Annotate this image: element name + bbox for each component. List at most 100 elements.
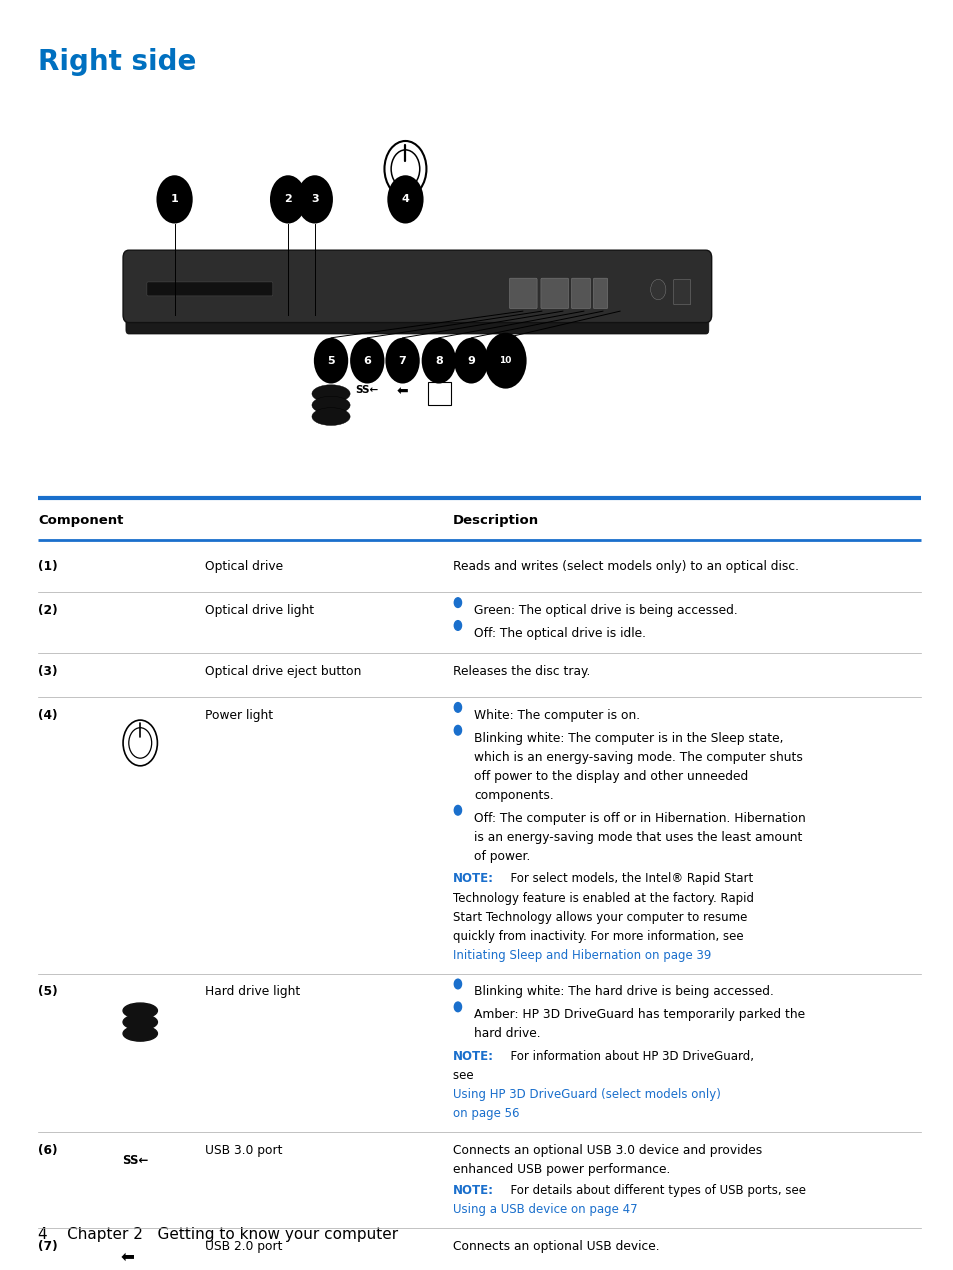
Text: off power to the display and other unneeded: off power to the display and other unnee… <box>474 770 747 782</box>
Text: NOTE:: NOTE: <box>453 1050 494 1063</box>
Ellipse shape <box>123 1015 157 1030</box>
Circle shape <box>387 175 423 224</box>
Text: NOTE:: NOTE: <box>453 1184 494 1198</box>
Text: 5: 5 <box>327 356 335 366</box>
FancyBboxPatch shape <box>123 250 711 323</box>
FancyBboxPatch shape <box>509 278 537 309</box>
Ellipse shape <box>312 396 350 414</box>
Text: Right side: Right side <box>38 48 196 76</box>
Bar <box>428 382 451 405</box>
Text: SS←: SS← <box>122 1154 149 1167</box>
Text: Description: Description <box>453 514 538 527</box>
Text: is an energy-saving mode that uses the least amount: is an energy-saving mode that uses the l… <box>474 831 801 843</box>
FancyBboxPatch shape <box>126 307 708 334</box>
Circle shape <box>385 338 419 384</box>
Circle shape <box>454 621 461 630</box>
Circle shape <box>123 720 157 766</box>
Text: 9: 9 <box>467 356 475 366</box>
Ellipse shape <box>312 408 350 425</box>
Ellipse shape <box>123 1026 157 1041</box>
Circle shape <box>650 279 665 300</box>
Circle shape <box>454 338 488 384</box>
Text: Amber: HP 3D DriveGuard has temporarily parked the: Amber: HP 3D DriveGuard has temporarily … <box>474 1008 804 1021</box>
Text: enhanced USB power performance.: enhanced USB power performance. <box>453 1163 670 1176</box>
Text: which is an energy-saving mode. The computer shuts: which is an energy-saving mode. The comp… <box>474 751 802 763</box>
Text: 4    Chapter 2   Getting to know your computer: 4 Chapter 2 Getting to know your compute… <box>38 1227 397 1242</box>
Text: quickly from inactivity. For more information, see: quickly from inactivity. For more inform… <box>453 930 743 942</box>
Text: 4: 4 <box>401 194 409 204</box>
Text: ⬅: ⬅ <box>396 384 408 399</box>
Text: Connects an optional USB 3.0 device and provides: Connects an optional USB 3.0 device and … <box>453 1144 761 1157</box>
Text: Start Technology allows your computer to resume: Start Technology allows your computer to… <box>453 911 747 923</box>
Text: (6): (6) <box>38 1144 57 1157</box>
Text: Connects an optional USB device.: Connects an optional USB device. <box>453 1240 659 1252</box>
Text: Reads and writes (select models only) to an optical disc.: Reads and writes (select models only) to… <box>453 560 799 573</box>
Text: For select models, the Intel® Rapid Start: For select models, the Intel® Rapid Star… <box>502 872 752 885</box>
Text: (7): (7) <box>38 1240 58 1252</box>
Text: (2): (2) <box>38 605 58 617</box>
Circle shape <box>454 598 461 607</box>
Text: 2: 2 <box>284 194 292 204</box>
Circle shape <box>270 175 306 224</box>
Text: of power.: of power. <box>474 850 530 862</box>
Text: hard drive.: hard drive. <box>474 1027 540 1040</box>
Text: (3): (3) <box>38 665 57 678</box>
Text: SS←: SS← <box>355 385 378 395</box>
Text: Using a USB device on page 47: Using a USB device on page 47 <box>453 1203 638 1217</box>
Text: ⬅: ⬅ <box>120 1247 134 1265</box>
Text: Optical drive: Optical drive <box>205 560 283 573</box>
Text: NOTE:: NOTE: <box>453 872 494 885</box>
FancyBboxPatch shape <box>540 278 568 309</box>
Circle shape <box>129 728 152 758</box>
Text: Releases the disc tray.: Releases the disc tray. <box>453 665 590 678</box>
Text: USB 3.0 port: USB 3.0 port <box>205 1144 282 1157</box>
Text: 8: 8 <box>435 356 442 366</box>
Circle shape <box>391 150 419 188</box>
Circle shape <box>454 1002 461 1012</box>
FancyBboxPatch shape <box>593 278 607 309</box>
Text: Component: Component <box>38 514 123 527</box>
Circle shape <box>454 805 461 815</box>
Text: 1: 1 <box>171 194 178 204</box>
Text: Blinking white: The computer is in the Sleep state,: Blinking white: The computer is in the S… <box>474 732 782 744</box>
Circle shape <box>296 175 333 224</box>
Circle shape <box>454 979 461 989</box>
Text: Blinking white: The hard drive is being accessed.: Blinking white: The hard drive is being … <box>474 986 773 998</box>
Text: 6: 6 <box>363 356 371 366</box>
Circle shape <box>350 338 384 384</box>
Text: 7: 7 <box>398 356 406 366</box>
Text: 10: 10 <box>499 356 511 366</box>
FancyBboxPatch shape <box>147 282 273 296</box>
Text: White: The computer is on.: White: The computer is on. <box>474 709 639 721</box>
Text: Hard drive light: Hard drive light <box>205 986 300 998</box>
Circle shape <box>454 725 461 735</box>
Text: (4): (4) <box>38 709 57 721</box>
Text: (5): (5) <box>38 986 58 998</box>
Circle shape <box>484 333 526 389</box>
Text: Using HP 3D DriveGuard (select models only): Using HP 3D DriveGuard (select models on… <box>453 1088 720 1101</box>
FancyBboxPatch shape <box>673 279 690 305</box>
Circle shape <box>421 338 456 384</box>
Circle shape <box>156 175 193 224</box>
Text: on page 56: on page 56 <box>453 1107 519 1120</box>
FancyBboxPatch shape <box>571 278 590 309</box>
Text: USB 2.0 port: USB 2.0 port <box>205 1240 282 1252</box>
Ellipse shape <box>123 1003 157 1019</box>
Text: Off: The computer is off or in Hibernation. Hibernation: Off: The computer is off or in Hibernati… <box>474 812 805 824</box>
Circle shape <box>314 338 348 384</box>
Text: 3: 3 <box>311 194 318 204</box>
Text: see: see <box>453 1069 477 1082</box>
Text: (1): (1) <box>38 560 58 573</box>
Text: Green: The optical drive is being accessed.: Green: The optical drive is being access… <box>474 605 737 617</box>
Text: For information about HP 3D DriveGuard,: For information about HP 3D DriveGuard, <box>502 1050 753 1063</box>
Text: Initiating Sleep and Hibernation on page 39: Initiating Sleep and Hibernation on page… <box>453 949 711 961</box>
Text: Optical drive eject button: Optical drive eject button <box>205 665 361 678</box>
Text: Optical drive light: Optical drive light <box>205 605 314 617</box>
Text: components.: components. <box>474 789 554 801</box>
Ellipse shape <box>312 385 350 403</box>
Text: Off: The optical drive is idle.: Off: The optical drive is idle. <box>474 627 645 640</box>
Text: Power light: Power light <box>205 709 273 721</box>
Circle shape <box>454 702 461 712</box>
Text: Technology feature is enabled at the factory. Rapid: Technology feature is enabled at the fac… <box>453 892 754 904</box>
Circle shape <box>384 141 426 197</box>
